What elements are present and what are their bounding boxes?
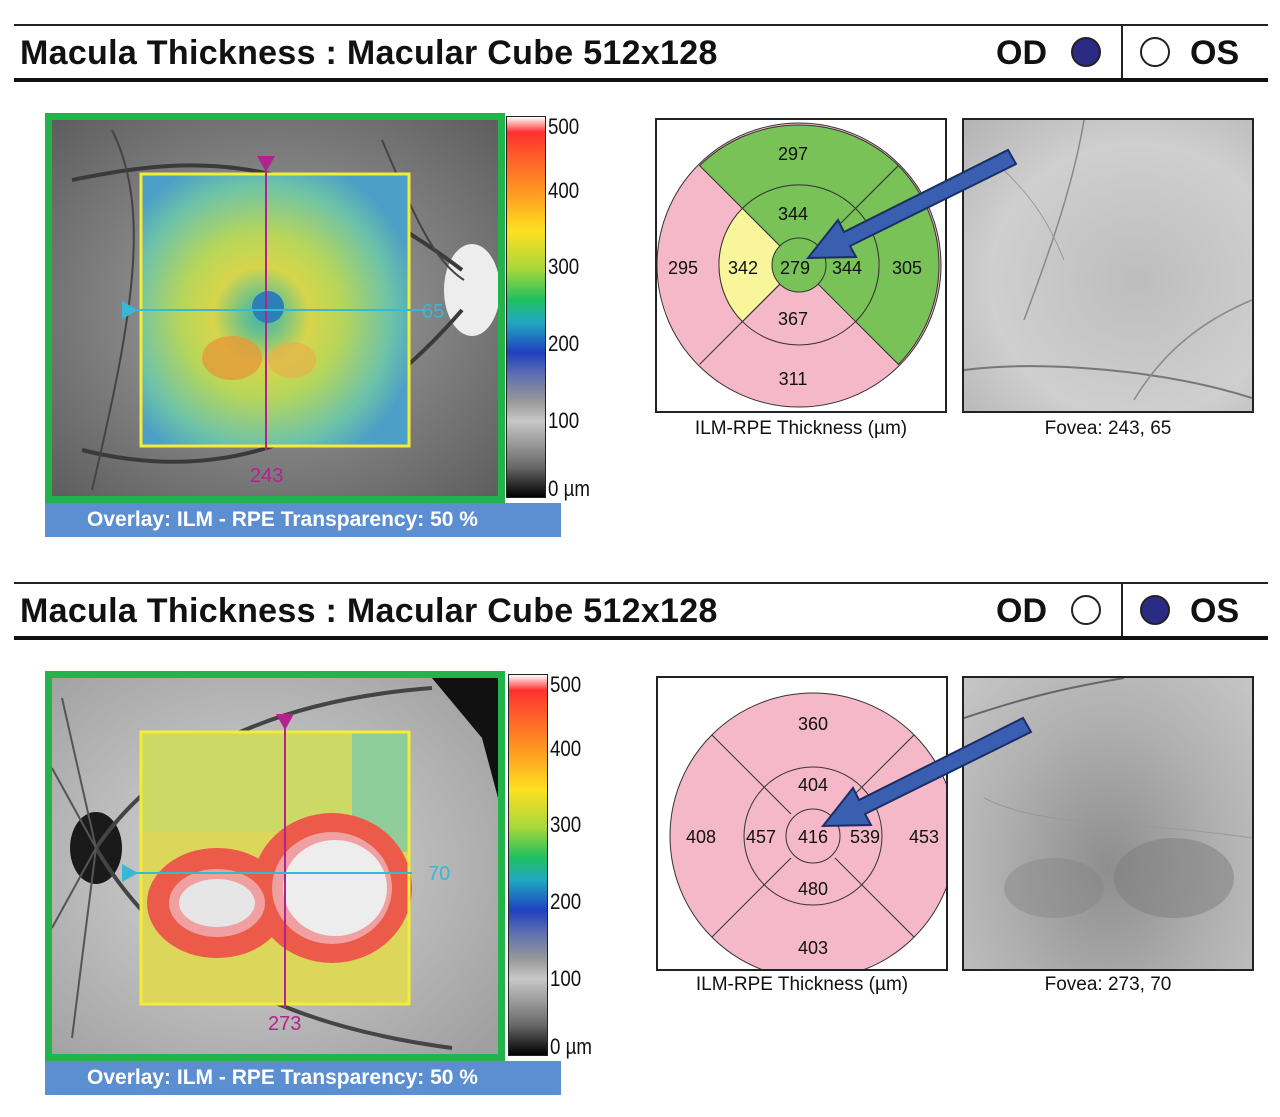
panel-os: Macula Thickness : Macular Cube 512x128 … (0, 558, 1280, 1116)
page-title: Macula Thickness : Macular Cube 512x128 (20, 592, 718, 630)
fovea-caption: Fovea: 243, 65 (1044, 418, 1172, 439)
od-radio[interactable] (1071, 595, 1101, 625)
value-outer-nasal: 453 (909, 827, 939, 847)
value-outer-nasal: 305 (892, 258, 922, 278)
etdrs-thickness-grid[interactable]: 360 403 408 453 404 480 457 539 416 (656, 676, 957, 980)
header-bottom-rule (14, 78, 1268, 82)
value-inner-temporal: 457 (746, 827, 776, 847)
scale-label-200: 200 (550, 889, 582, 914)
header-bottom-rule (14, 636, 1268, 640)
scale-label-100: 100 (550, 966, 582, 991)
value-inner-nasal: 539 (850, 827, 880, 847)
fundus-thickness-map[interactable]: 65 243 (45, 113, 505, 503)
eye-divider (1121, 584, 1123, 638)
value-inner-inferior: 480 (798, 879, 828, 899)
scale-label-100: 100 (548, 408, 580, 433)
od-radio-selected[interactable] (1071, 37, 1101, 67)
os-label: OS (1190, 34, 1240, 72)
sector-inner-temporal (718, 207, 800, 323)
arrow-to-fovea (820, 716, 1033, 828)
thickness-color-scale (508, 674, 548, 1056)
value-outer-inferior: 403 (798, 938, 828, 958)
vertical-marker-label: 243 (250, 465, 283, 487)
eye-divider (1121, 26, 1123, 80)
etdrs-grid-chart: 297 311 295 305 344 367 342 344 279 (656, 122, 942, 408)
od-label: OD (996, 34, 1047, 72)
scale-label-0: 0 µm (548, 476, 590, 501)
vertical-marker-label: 273 (268, 1013, 301, 1035)
header-top-rule (14, 582, 1268, 584)
scale-label-300: 300 (550, 812, 582, 837)
value-inner-nasal: 344 (832, 258, 862, 278)
fundus-image: 65 243 (52, 120, 498, 496)
value-inner-temporal: 342 (728, 258, 758, 278)
os-label: OS (1190, 592, 1240, 630)
value-inner-inferior: 367 (778, 309, 808, 329)
scale-label-500: 500 (550, 672, 582, 697)
header-top-rule (14, 24, 1268, 26)
scale-label-0: 0 µm (550, 1034, 592, 1059)
horizontal-marker-label: 70 (428, 863, 450, 885)
fovea-vessels (964, 678, 1252, 918)
os-radio[interactable] (1140, 37, 1170, 67)
sector-inner-superior (741, 184, 857, 266)
fovea-infrared-image[interactable] (962, 676, 1254, 971)
scale-label-300: 300 (548, 254, 580, 279)
overlay-status-bar[interactable]: Overlay: ILM - RPE Transparency: 50 % (45, 1061, 561, 1095)
scale-label-500: 500 (548, 114, 580, 139)
fundus-image: 70 273 (52, 678, 498, 1054)
horizontal-marker-label: 65 (422, 301, 444, 323)
scale-label-400: 400 (550, 736, 582, 761)
panel-od: Macula Thickness : Macular Cube 512x128 … (0, 0, 1280, 558)
page-title: Macula Thickness : Macular Cube 512x128 (20, 34, 718, 72)
os-radio-selected[interactable] (1140, 595, 1170, 625)
value-outer-temporal: 408 (686, 827, 716, 847)
scale-label-400: 400 (548, 178, 580, 203)
value-inner-superior: 404 (798, 775, 828, 795)
value-outer-superior: 297 (778, 144, 808, 164)
value-outer-inferior: 311 (779, 369, 808, 389)
etdrs-thickness-grid[interactable]: 297 311 295 305 344 367 342 344 279 (655, 118, 947, 413)
value-outer-temporal: 295 (668, 258, 698, 278)
overlay-status-bar[interactable]: Overlay: ILM - RPE Transparency: 50 % (45, 503, 561, 537)
etdrs-grid-chart: 360 403 408 453 404 480 457 539 416 (669, 692, 957, 980)
od-label: OD (996, 592, 1047, 630)
arrow-to-fovea (805, 148, 1018, 260)
thickness-color-scale (506, 116, 546, 498)
scale-label-200: 200 (548, 331, 580, 356)
etdrs-caption: ILM-RPE Thickness (µm) (694, 418, 908, 439)
value-outer-superior: 360 (798, 714, 828, 734)
fundus-thickness-map[interactable]: 70 273 (45, 671, 505, 1061)
value-inner-superior: 344 (778, 204, 808, 224)
fovea-caption: Fovea: 273, 70 (1044, 974, 1172, 995)
etdrs-caption: ILM-RPE Thickness (µm) (695, 974, 909, 995)
value-center: 279 (780, 258, 810, 278)
value-center: 416 (798, 827, 828, 847)
